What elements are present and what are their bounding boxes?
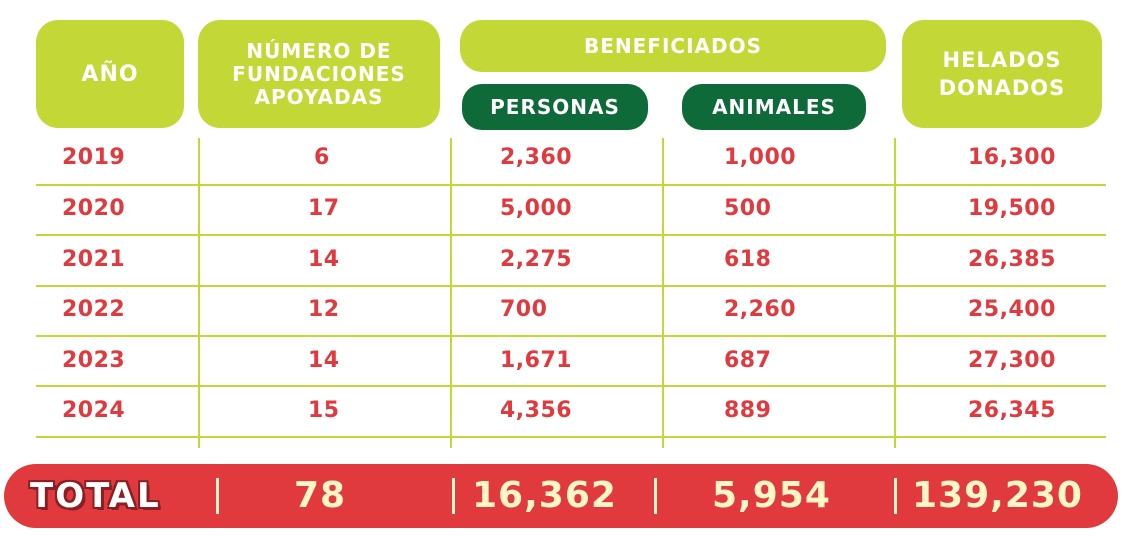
row-divider (36, 335, 1106, 337)
animals-cell: 500 (724, 196, 772, 221)
header-people: PERSONAS (462, 84, 648, 130)
foundations-cell: 6 (314, 145, 330, 170)
foundations-cell: 17 (308, 196, 340, 221)
column-divider (662, 138, 664, 448)
column-divider (450, 138, 452, 448)
header-icecream: HELADOS DONADOS (902, 20, 1102, 128)
people-cell: 5,000 (500, 196, 573, 221)
row-divider (36, 234, 1106, 236)
row-divider (36, 184, 1106, 186)
people-cell: 700 (500, 297, 548, 322)
total-foundations: 78 (294, 475, 347, 516)
row-divider (36, 385, 1106, 387)
header-year-label: AÑO (81, 61, 139, 87)
foundations-cell: 14 (308, 348, 340, 373)
header-year: AÑO (36, 20, 184, 128)
year-cell: 2019 (62, 145, 126, 170)
header-animals: ANIMALES (682, 84, 866, 130)
header-beneficiaries-label: BENEFICIADOS (583, 34, 762, 58)
column-divider (198, 138, 200, 448)
animals-cell: 2,260 (724, 297, 797, 322)
icecream-cell: 19,500 (968, 196, 1056, 221)
people-cell: 4,356 (500, 398, 573, 423)
year-cell: 2024 (62, 398, 126, 423)
animals-cell: 1,000 (724, 145, 797, 170)
animals-cell: 687 (724, 348, 772, 373)
total-label: TOTAL (30, 476, 161, 516)
animals-cell: 618 (724, 247, 772, 272)
column-divider (894, 138, 896, 448)
people-cell: 1,671 (500, 348, 573, 373)
foundations-cell: 15 (308, 398, 340, 423)
header-animals-label: ANIMALES (712, 95, 836, 119)
foundations-cell: 14 (308, 247, 340, 272)
header-icecream-line2: DONADOS (938, 76, 1066, 100)
total-separator (894, 478, 897, 514)
animals-cell: 889 (724, 398, 772, 423)
year-cell: 2020 (62, 196, 126, 221)
total-bar: TOTAL 78 16,362 5,954 139,230 (4, 464, 1118, 528)
header-beneficiaries: BENEFICIADOS (460, 20, 886, 72)
icecream-cell: 26,345 (968, 398, 1056, 423)
year-cell: 2023 (62, 348, 126, 373)
total-separator (216, 478, 219, 514)
header-icecream-line1: HELADOS (942, 48, 1062, 72)
header-foundations-line1: NÚMERO DE (246, 38, 392, 63)
people-cell: 2,275 (500, 247, 573, 272)
icecream-cell: 27,300 (968, 348, 1056, 373)
header-foundations: NÚMERO DE FUNDACIONES APOYADAS (198, 20, 440, 128)
header-people-label: PERSONAS (490, 95, 620, 119)
foundations-cell: 12 (308, 297, 340, 322)
total-animals: 5,954 (712, 475, 831, 516)
row-divider (36, 285, 1106, 287)
icecream-cell: 26,385 (968, 247, 1056, 272)
total-separator (654, 478, 657, 514)
total-icecream: 139,230 (912, 475, 1083, 516)
icecream-cell: 16,300 (968, 145, 1056, 170)
header-foundations-line2: FUNDACIONES (232, 61, 406, 86)
header-foundations-line3: APOYADAS (254, 84, 384, 109)
icecream-cell: 25,400 (968, 297, 1056, 322)
people-cell: 2,360 (500, 145, 573, 170)
year-cell: 2022 (62, 297, 126, 322)
row-divider (36, 436, 1106, 438)
year-cell: 2021 (62, 247, 126, 272)
total-people: 16,362 (472, 475, 617, 516)
total-separator (452, 478, 455, 514)
